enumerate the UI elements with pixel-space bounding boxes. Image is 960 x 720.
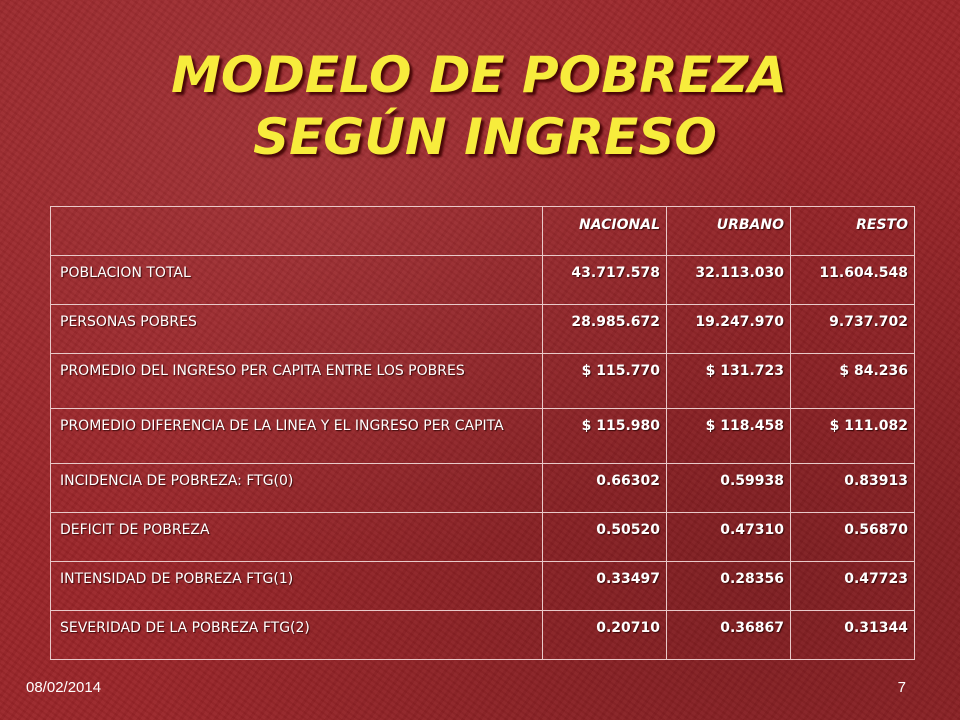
value-resto: $ 111.082 [790,408,915,464]
value-resto: 0.31344 [790,610,915,660]
poverty-table: NACIONAL URBANO RESTO POBLACION TOTAL 43… [50,206,915,660]
value-resto: 0.47723 [790,561,915,611]
table-row: POBLACION TOTAL 43.717.578 32.113.030 11… [50,255,915,305]
slide-title: MODELO DE POBREZA SEGÚN INGRESO [0,44,960,168]
value-resto: 0.56870 [790,512,915,562]
header-resto: RESTO [790,206,915,256]
value-resto: 11.604.548 [790,255,915,305]
row-label: SEVERIDAD DE LA POBREZA FTG(2) [50,610,543,660]
value-nacional: $ 115.980 [542,408,667,464]
row-label: DEFICIT DE POBREZA [50,512,543,562]
value-urbano: 0.47310 [666,512,791,562]
row-label: PROMEDIO DIFERENCIA DE LA LINEA Y EL ING… [50,408,543,464]
value-urbano: 0.28356 [666,561,791,611]
slide-date: 08/02/2014 [26,679,102,696]
table-header-row: NACIONAL URBANO RESTO [50,206,915,256]
table-row: INCIDENCIA DE POBREZA: FTG(0) 0.66302 0.… [50,463,915,513]
slide-title-line-1: MODELO DE POBREZA [171,46,787,104]
value-urbano: $ 118.458 [666,408,791,464]
slide-page-number: 7 [897,679,906,696]
row-label: PERSONAS POBRES [50,304,543,354]
table-row: PERSONAS POBRES 28.985.672 19.247.970 9.… [50,304,915,354]
value-nacional: 0.50520 [542,512,667,562]
row-label: POBLACION TOTAL [50,255,543,305]
value-nacional: 43.717.578 [542,255,667,305]
header-urbano: URBANO [666,206,791,256]
table-row: PROMEDIO DIFERENCIA DE LA LINEA Y EL ING… [50,408,915,464]
header-nacional: NACIONAL [542,206,667,256]
value-nacional: 0.20710 [542,610,667,660]
row-label: PROMEDIO DEL INGRESO PER CAPITA ENTRE LO… [50,353,543,409]
header-empty-cell [50,206,543,256]
table-row: PROMEDIO DEL INGRESO PER CAPITA ENTRE LO… [50,353,915,409]
value-urbano: 19.247.970 [666,304,791,354]
value-urbano: $ 131.723 [666,353,791,409]
value-resto: $ 84.236 [790,353,915,409]
row-label: INCIDENCIA DE POBREZA: FTG(0) [50,463,543,513]
value-urbano: 0.36867 [666,610,791,660]
value-nacional: 28.985.672 [542,304,667,354]
slide-title-line-2: SEGÚN INGRESO [253,108,717,166]
value-nacional: 0.66302 [542,463,667,513]
value-nacional: $ 115.770 [542,353,667,409]
value-urbano: 0.59938 [666,463,791,513]
table-row: SEVERIDAD DE LA POBREZA FTG(2) 0.20710 0… [50,610,915,660]
value-resto: 0.83913 [790,463,915,513]
table-row: INTENSIDAD DE POBREZA FTG(1) 0.33497 0.2… [50,561,915,611]
value-urbano: 32.113.030 [666,255,791,305]
value-nacional: 0.33497 [542,561,667,611]
row-label: INTENSIDAD DE POBREZA FTG(1) [50,561,543,611]
table-row: DEFICIT DE POBREZA 0.50520 0.47310 0.568… [50,512,915,562]
value-resto: 9.737.702 [790,304,915,354]
